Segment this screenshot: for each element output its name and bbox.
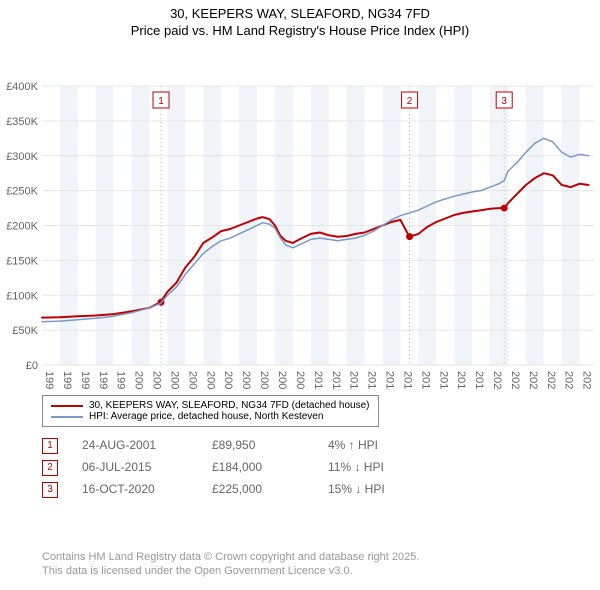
chart-container: £0 £50K £100K £150K £200K £250K £300K £350K £400… xyxy=(0,40,600,395)
svg-text:2007: 2007 xyxy=(258,371,270,390)
svg-text:2008: 2008 xyxy=(276,371,288,390)
svg-text:1995: 1995 xyxy=(43,371,55,390)
sale-date: 24-AUG-2001 xyxy=(82,438,212,452)
svg-text:2: 2 xyxy=(407,96,413,107)
sale-change: 4% ↑ HPI xyxy=(328,438,448,452)
svg-text:£50K: £50K xyxy=(12,325,38,337)
svg-text:2013: 2013 xyxy=(366,371,378,390)
sale-marker: 1 xyxy=(42,438,58,454)
footnote-line1: Contains HM Land Registry data © Crown c… xyxy=(42,550,419,564)
svg-text:£250K: £250K xyxy=(6,185,38,197)
svg-text:2005: 2005 xyxy=(222,371,234,390)
svg-text:2015: 2015 xyxy=(401,371,413,390)
svg-text:1: 1 xyxy=(158,96,164,107)
svg-text:1998: 1998 xyxy=(97,371,109,390)
svg-text:£150K: £150K xyxy=(6,255,38,267)
sale-price: £89,950 xyxy=(212,438,328,452)
sale-change: 11% ↓ HPI xyxy=(328,460,448,474)
legend-row: HPI: Average price, detached house, Nort… xyxy=(51,411,370,422)
svg-text:2010: 2010 xyxy=(312,371,324,390)
sale-date: 16-OCT-2020 xyxy=(82,482,212,496)
svg-text:£350K: £350K xyxy=(6,116,38,128)
svg-text:2021: 2021 xyxy=(509,371,521,390)
svg-text:2011: 2011 xyxy=(330,371,342,390)
svg-text:1996: 1996 xyxy=(61,371,73,390)
sale-change: 15% ↓ HPI xyxy=(328,482,448,496)
svg-text:2019: 2019 xyxy=(473,371,485,390)
svg-text:2009: 2009 xyxy=(294,371,306,390)
svg-text:2000: 2000 xyxy=(133,371,145,390)
svg-text:2006: 2006 xyxy=(240,371,252,390)
svg-text:1999: 1999 xyxy=(115,371,127,390)
svg-text:2016: 2016 xyxy=(419,371,431,390)
legend-row: 30, KEEPERS WAY, SLEAFORD, NG34 7FD (det… xyxy=(51,400,370,411)
svg-text:2017: 2017 xyxy=(437,371,449,390)
svg-text:2014: 2014 xyxy=(384,371,396,390)
legend-swatch xyxy=(51,405,83,407)
svg-text:1997: 1997 xyxy=(79,371,91,390)
legend-label: HPI: Average price, detached house, Nort… xyxy=(89,411,323,422)
footnote-line2: This data is licensed under the Open Gov… xyxy=(42,564,419,578)
svg-text:£400K: £400K xyxy=(6,81,38,93)
legend-swatch xyxy=(51,416,83,418)
svg-text:2012: 2012 xyxy=(348,371,360,390)
sale-date: 06-JUL-2015 xyxy=(82,460,212,474)
svg-text:2003: 2003 xyxy=(186,371,198,390)
svg-text:2002: 2002 xyxy=(168,371,180,390)
legend-box: 30, KEEPERS WAY, SLEAFORD, NG34 7FD (det… xyxy=(42,395,379,427)
sale-marker: 2 xyxy=(42,460,58,476)
sales-table: 1 24-AUG-2001£89,9504% ↑ HPI 2 06-JUL-2015£… xyxy=(42,434,448,500)
svg-text:£0: £0 xyxy=(26,360,38,372)
svg-text:2024: 2024 xyxy=(563,371,575,390)
svg-text:£200K: £200K xyxy=(6,220,38,232)
title-line2: Price paid vs. HM Land Registry's House … xyxy=(0,23,600,40)
sale-row: 1 24-AUG-2001£89,9504% ↑ HPI xyxy=(42,434,448,456)
line-chart: £0 £50K £100K £150K £200K £250K £300K £350K £400… xyxy=(0,40,600,390)
svg-text:3: 3 xyxy=(501,96,507,107)
sale-price: £184,000 xyxy=(212,460,328,474)
svg-text:£100K: £100K xyxy=(6,290,38,302)
sale-row: 3 16-OCT-2020£225,00015% ↓ HPI xyxy=(42,478,448,500)
svg-text:£300K: £300K xyxy=(6,151,38,163)
sale-price: £225,000 xyxy=(212,482,328,496)
sale-marker: 3 xyxy=(42,482,58,498)
footnote: Contains HM Land Registry data © Crown c… xyxy=(42,550,419,579)
chart-title: 30, KEEPERS WAY, SLEAFORD, NG34 7FD Pric… xyxy=(0,0,600,40)
svg-text:2004: 2004 xyxy=(204,371,216,390)
svg-text:2023: 2023 xyxy=(545,371,557,390)
svg-text:2018: 2018 xyxy=(455,371,467,390)
svg-text:2025: 2025 xyxy=(581,371,593,390)
svg-text:2022: 2022 xyxy=(527,371,539,390)
legend-label: 30, KEEPERS WAY, SLEAFORD, NG34 7FD (det… xyxy=(89,400,370,411)
sale-row: 2 06-JUL-2015£184,00011% ↓ HPI xyxy=(42,456,448,478)
svg-text:2001: 2001 xyxy=(151,371,163,390)
title-line1: 30, KEEPERS WAY, SLEAFORD, NG34 7FD xyxy=(0,6,600,23)
svg-text:2020: 2020 xyxy=(491,371,503,390)
